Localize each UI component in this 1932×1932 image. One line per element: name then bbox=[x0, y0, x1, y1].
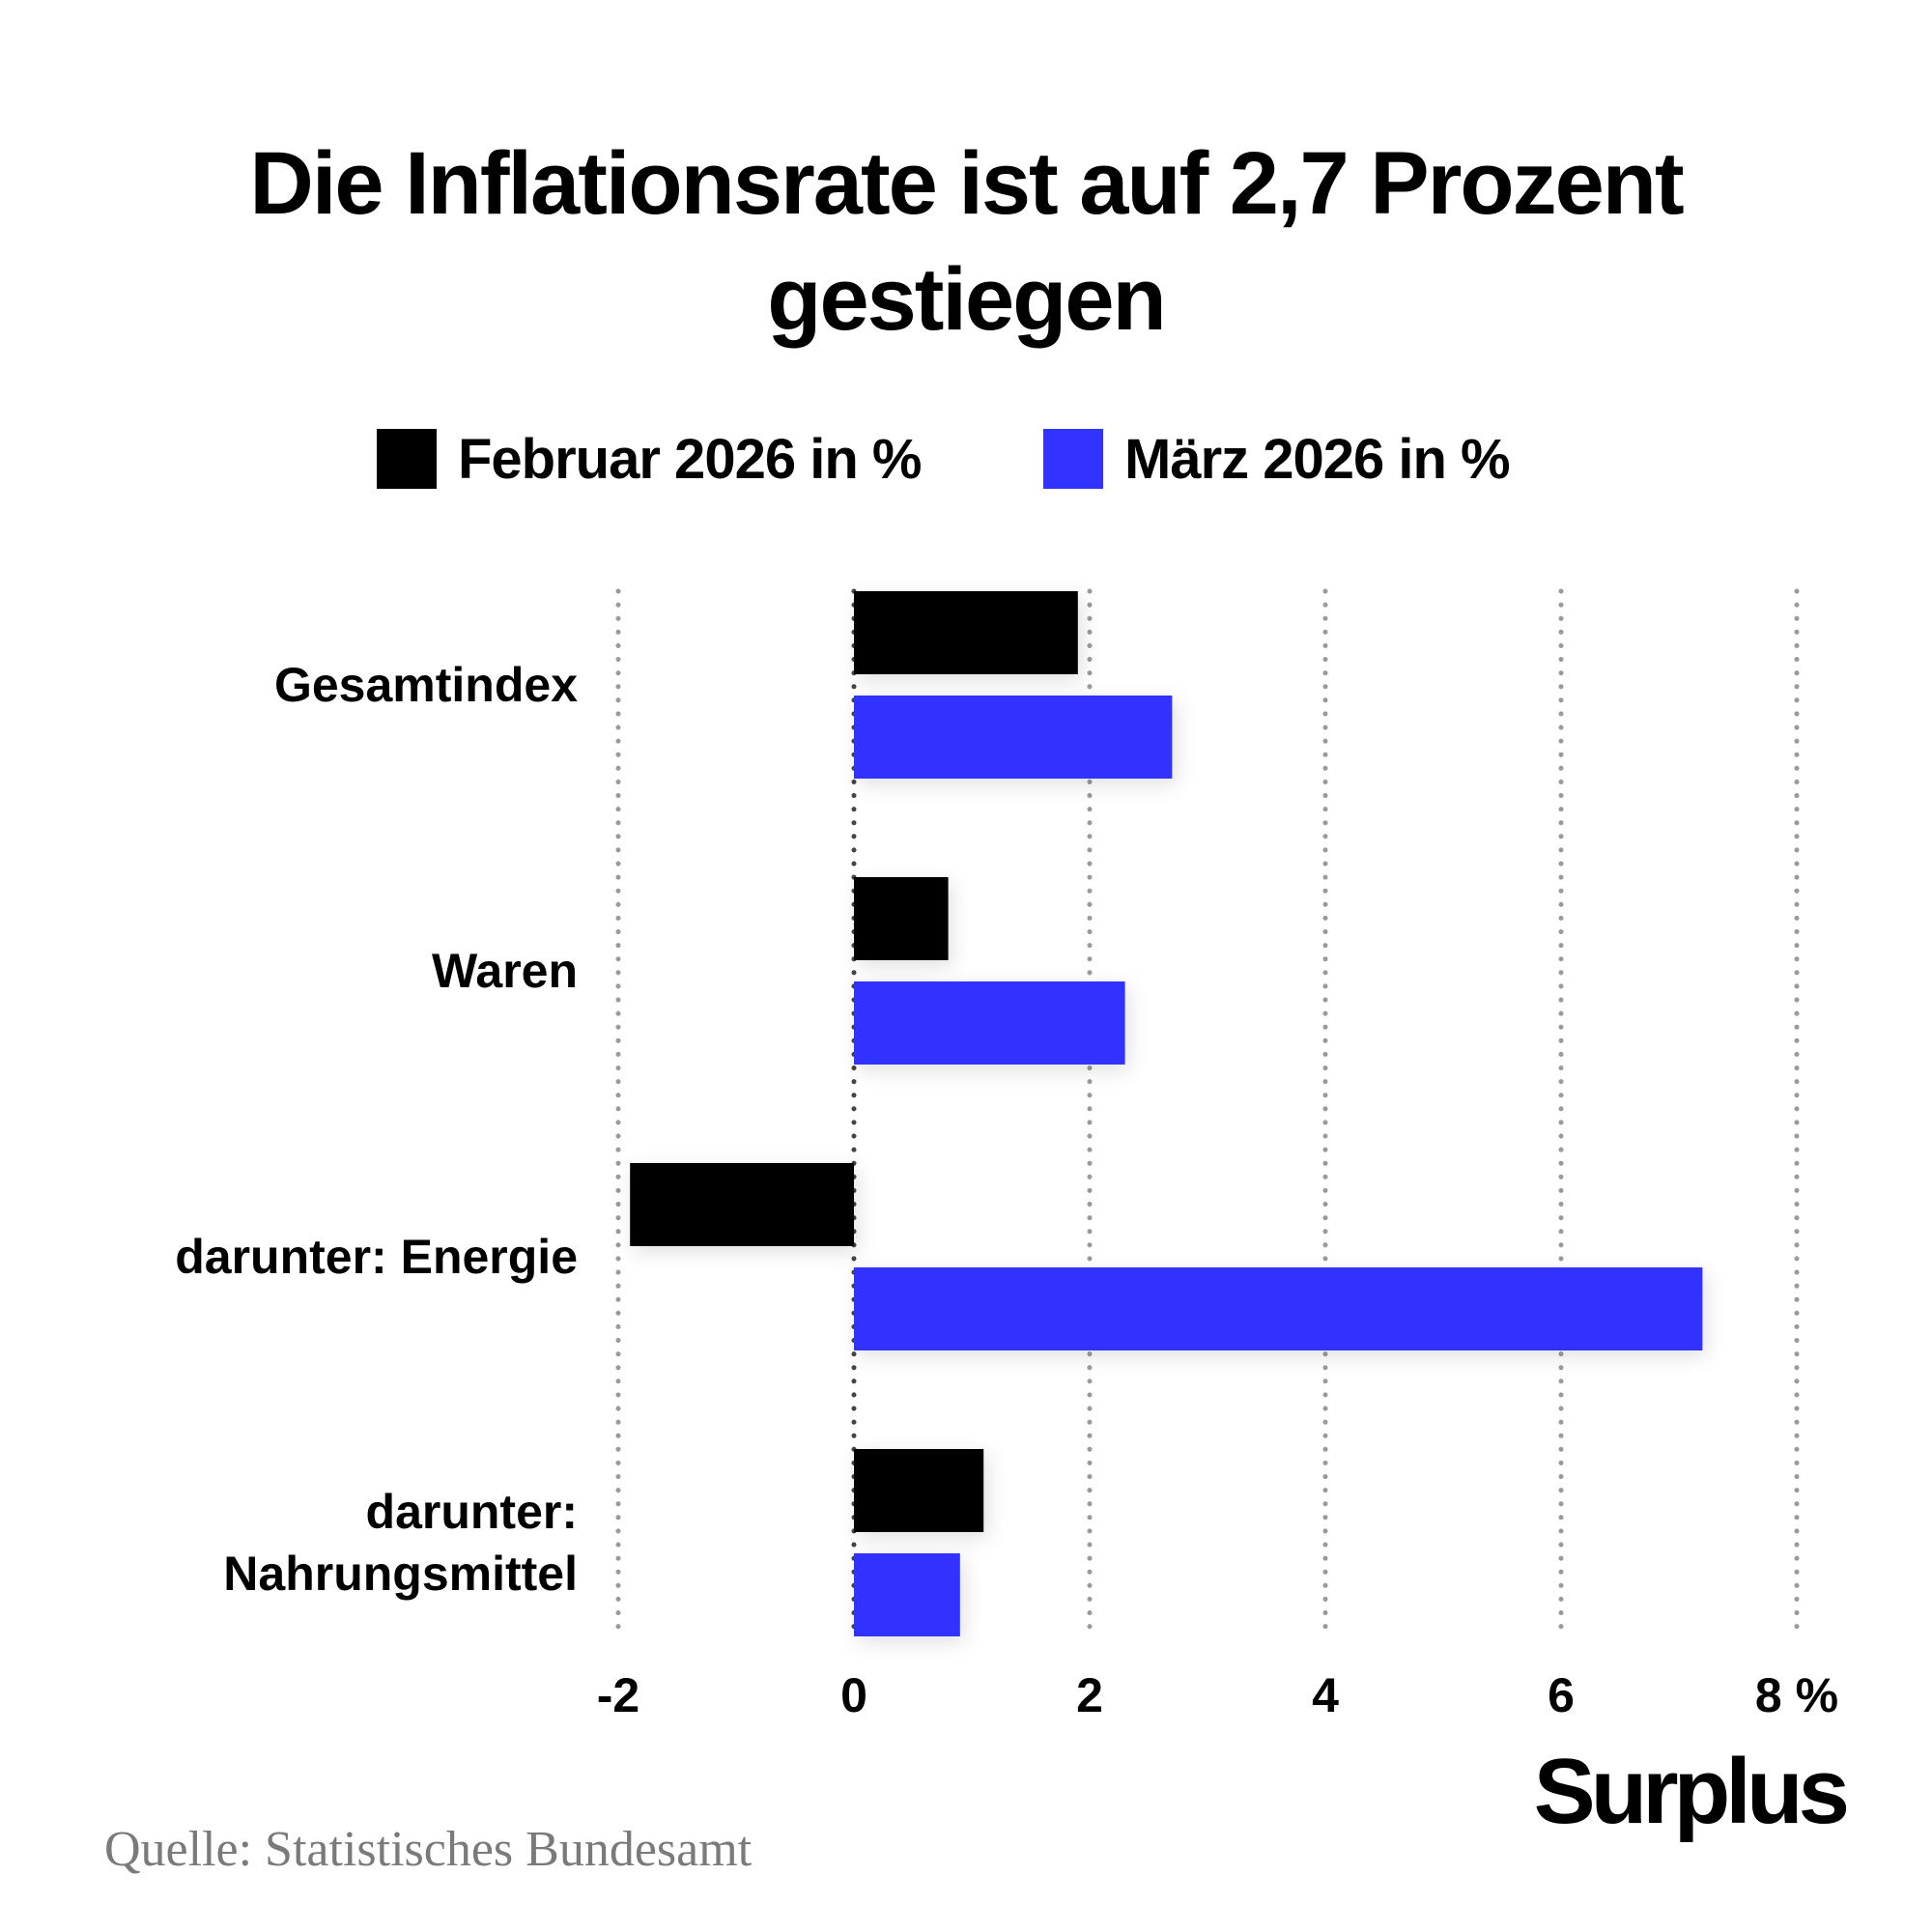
chart-legend: Februar 2026 in % März 2026 in % bbox=[0, 425, 1932, 493]
x-tick-label-4: 6 bbox=[1548, 1668, 1575, 1722]
category-label-2-line-0: darunter: Energie bbox=[175, 1230, 578, 1284]
x-tick-label-2: 2 bbox=[1076, 1668, 1103, 1722]
legend-label-februar: Februar 2026 in % bbox=[458, 427, 922, 491]
category-label-1-line-0: Waren bbox=[432, 944, 578, 998]
gridlines bbox=[615, 588, 1800, 1634]
category-label-2: darunter: Energie bbox=[175, 1230, 578, 1284]
legend-label-maerz: März 2026 in % bbox=[1124, 427, 1511, 491]
brand-logo: Surplus bbox=[1533, 1740, 1850, 1843]
legend-swatch-maerz bbox=[1043, 429, 1103, 489]
bar-februar-2 bbox=[630, 1163, 854, 1246]
bar-februar-0 bbox=[854, 591, 1078, 674]
x-axis-ticks: -2 0 2 4 6 8 % bbox=[597, 1668, 1838, 1722]
x-tick-label-5: 8 % bbox=[1755, 1668, 1838, 1722]
source-note: Quelle: Statistisches Bundesamt bbox=[104, 1822, 753, 1877]
category-label-3: darunter: Nahrungsmittel bbox=[223, 1485, 578, 1601]
bars bbox=[630, 591, 1703, 1636]
chart-title: Die Inflationsrate ist auf 2,7 Prozent g… bbox=[77, 126, 1855, 357]
legend-item-februar: Februar 2026 in % bbox=[377, 425, 922, 493]
bar-februar-1 bbox=[854, 877, 949, 960]
category-label-3-line-1: Nahrungsmittel bbox=[223, 1547, 578, 1601]
x-tick-label-3: 4 bbox=[1312, 1668, 1339, 1722]
x-tick-label-1: 0 bbox=[840, 1668, 867, 1722]
category-label-3-line-0: darunter: bbox=[366, 1485, 578, 1539]
category-label-0-line-0: Gesamtindex bbox=[274, 658, 578, 712]
chart-title-line-1: Die Inflationsrate ist auf 2,7 Prozent bbox=[249, 134, 1684, 233]
bar-maerz-3 bbox=[854, 1553, 960, 1636]
category-label-0: Gesamtindex bbox=[274, 658, 578, 712]
legend-item-maerz: März 2026 in % bbox=[1043, 425, 1511, 493]
legend-swatch-februar bbox=[377, 429, 437, 489]
chart-title-line-2: gestiegen bbox=[767, 250, 1166, 349]
x-tick-label-0: -2 bbox=[597, 1668, 639, 1722]
category-labels: Gesamtindex Waren darunter: Energie darunte… bbox=[175, 658, 578, 1601]
bar-maerz-0 bbox=[854, 696, 1173, 779]
category-label-1: Waren bbox=[432, 944, 578, 998]
bar-februar-3 bbox=[854, 1449, 984, 1532]
bar-maerz-2 bbox=[854, 1267, 1703, 1350]
bar-maerz-1 bbox=[854, 981, 1125, 1065]
